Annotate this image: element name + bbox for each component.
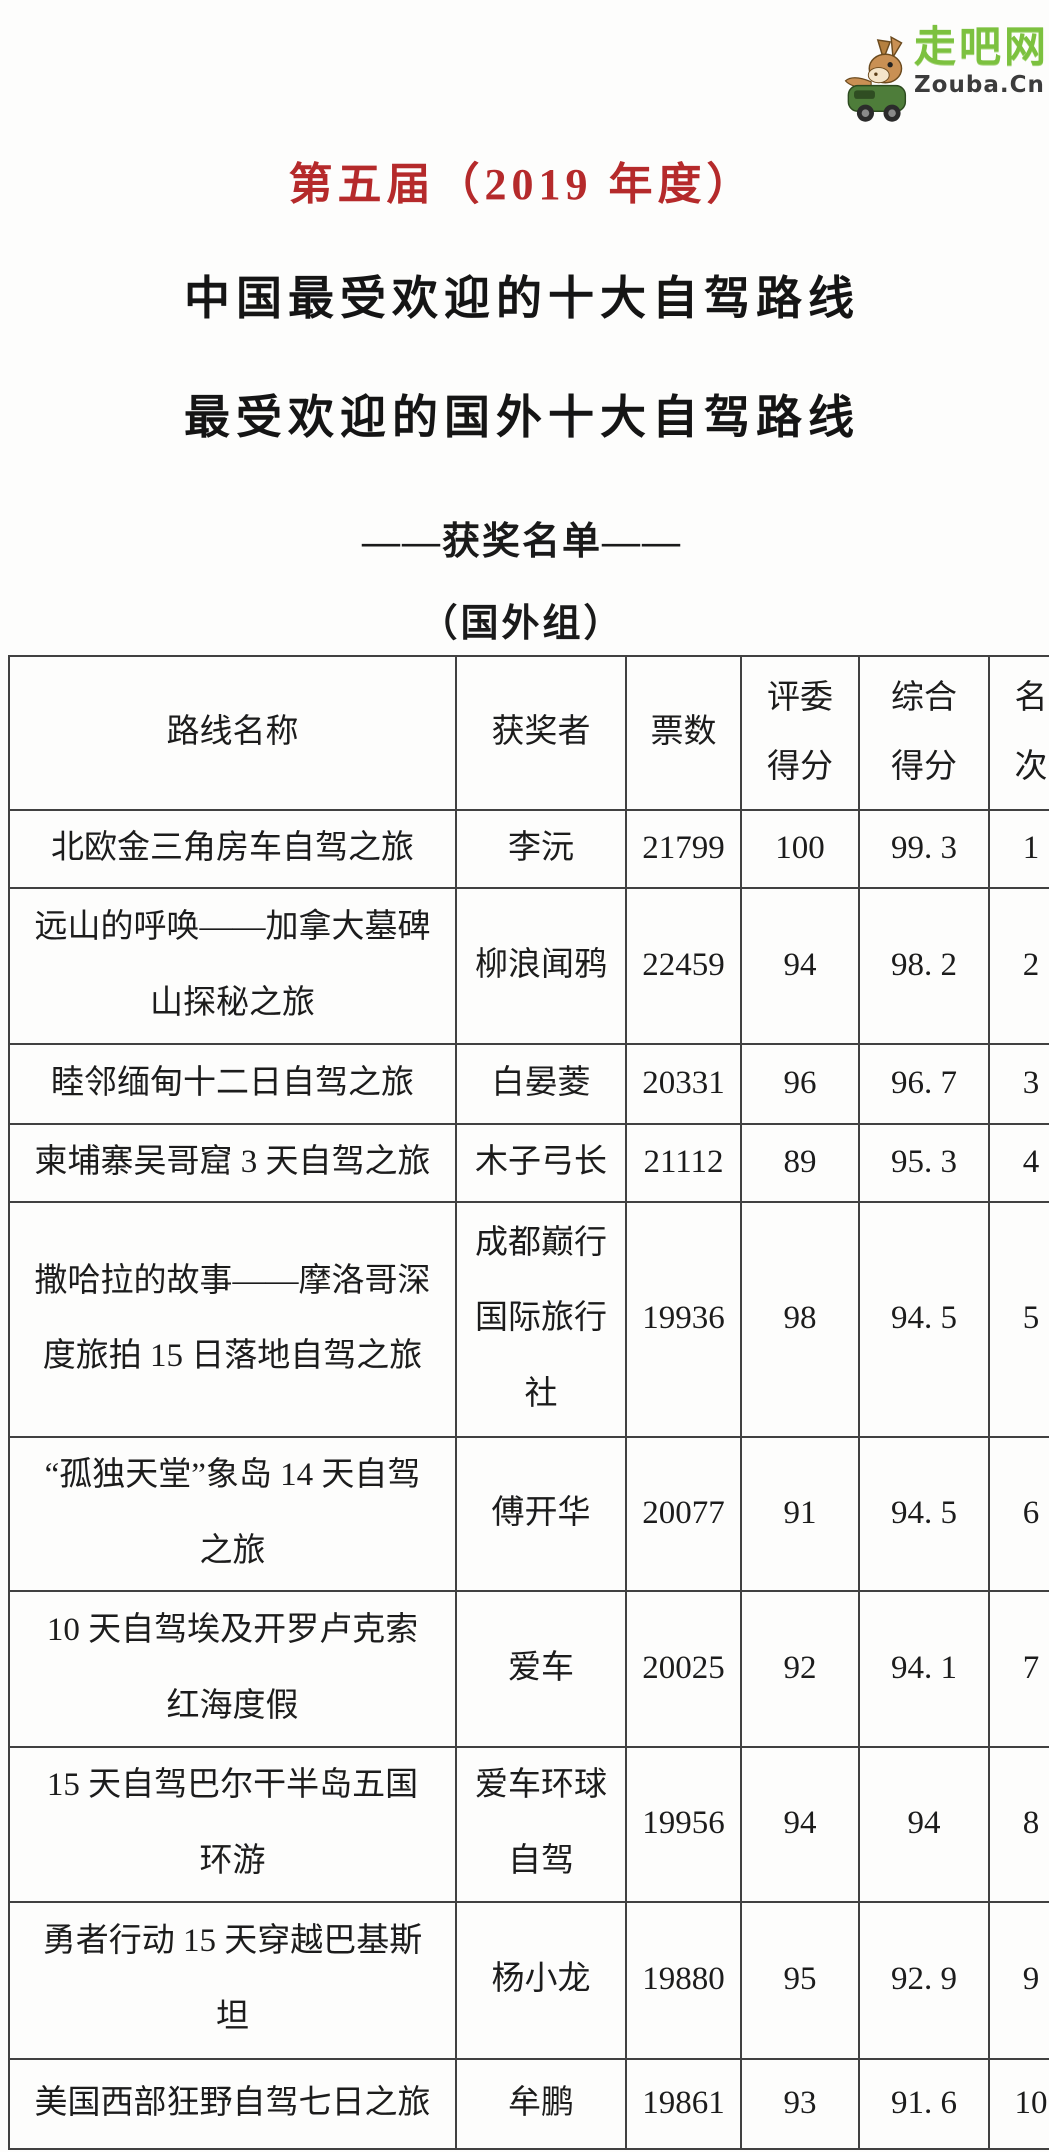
column-header-winner: 获奖者 <box>455 655 627 811</box>
award-list-subtitle: ——获奖名单—— <box>361 521 682 563</box>
winner-cell: 木子弓长 <box>455 1123 627 1203</box>
rank-cell: 5 <box>988 1200 1049 1438</box>
route-cell: “孤独天堂”象岛 14 天自驾之旅 <box>8 1435 457 1592</box>
votes-cell: 20025 <box>625 1589 742 1748</box>
winner-cell: 爱车 <box>455 1589 627 1748</box>
rank-cell: 7 <box>988 1589 1049 1748</box>
rank-cell: 9 <box>988 1900 1049 2060</box>
award-table: 路线名称 获奖者 票数 评委得分 综合得分 名次 北欧金三角房车自驾之旅 李沅 … <box>8 655 1049 2150</box>
rank-cell: 10 <box>988 2057 1049 2150</box>
table-row: 10 天自驾埃及开罗卢克索红海度假 爱车 20025 92 94. 1 7 <box>8 1589 1049 1748</box>
judge-score-cell: 93 <box>740 2057 860 2150</box>
column-header-composite-score: 综合得分 <box>858 655 990 811</box>
edition-title: 第五届（2019 年度） <box>288 160 756 209</box>
column-header-judge-score: 评委得分 <box>740 655 860 811</box>
table-row: “孤独天堂”象岛 14 天自驾之旅 傅开华 20077 91 94. 5 6 <box>8 1435 1049 1592</box>
column-header-votes: 票数 <box>625 655 742 811</box>
judge-score-cell: 92 <box>740 1589 860 1748</box>
table-row: 15 天自驾巴尔干半岛五国环游 爱车环球自驾 19956 94 94 8 <box>8 1745 1049 1903</box>
votes-cell: 21112 <box>625 1123 742 1203</box>
page-title-domestic: 中国最受欢迎的十大自驾路线 <box>184 273 860 324</box>
rank-cell: 2 <box>988 887 1049 1045</box>
winner-cell: 成都巅行国际旅行社 <box>455 1200 627 1438</box>
rank-cell: 4 <box>988 1123 1049 1203</box>
logo-site-url: Zouba.Cn <box>914 72 1045 99</box>
table-row: 睦邻缅甸十二日自驾之旅 白晏菱 20331 96 96. 7 3 <box>8 1043 1049 1125</box>
winner-cell: 傅开华 <box>455 1435 627 1592</box>
group-label: （国外组） <box>419 603 625 645</box>
votes-cell: 20331 <box>625 1043 742 1125</box>
judge-score-cell: 100 <box>740 809 860 889</box>
table-row: 远山的呼唤——加拿大墓碑山探秘之旅 柳浪闻鸦 22459 94 98. 2 2 <box>8 887 1049 1045</box>
winner-cell: 杨小龙 <box>455 1900 627 2060</box>
page-title-foreign: 最受欢迎的国外十大自驾路线 <box>184 392 860 443</box>
table-row: 美国西部狂野自驾七日之旅 牟鹏 19861 93 91. 6 10 <box>8 2057 1049 2150</box>
route-cell: 10 天自驾埃及开罗卢克索红海度假 <box>8 1589 457 1748</box>
column-header-route: 路线名称 <box>8 655 457 811</box>
route-cell: 勇者行动 15 天穿越巴基斯坦 <box>8 1900 457 2060</box>
composite-score-cell: 98. 2 <box>858 887 990 1045</box>
logo-site-name: 走吧网 <box>914 22 1049 71</box>
composite-score-cell: 94 <box>858 1745 990 1903</box>
judge-score-cell: 96 <box>740 1043 860 1125</box>
route-cell: 远山的呼唤——加拿大墓碑山探秘之旅 <box>8 887 457 1045</box>
rank-cell: 3 <box>988 1043 1049 1125</box>
votes-cell: 20077 <box>625 1435 742 1592</box>
composite-score-cell: 94. 1 <box>858 1589 990 1748</box>
winner-cell: 李沅 <box>455 809 627 889</box>
winner-cell: 牟鹏 <box>455 2057 627 2150</box>
winner-cell: 柳浪闻鸦 <box>455 887 627 1045</box>
route-cell: 柬埔寨吴哥窟 3 天自驾之旅 <box>8 1123 457 1203</box>
table-row: 柬埔寨吴哥窟 3 天自驾之旅 木子弓长 21112 89 95. 3 4 <box>8 1123 1049 1203</box>
composite-score-cell: 96. 7 <box>858 1043 990 1125</box>
votes-cell: 19861 <box>625 2057 742 2150</box>
votes-cell: 21799 <box>625 809 742 889</box>
table-row: 勇者行动 15 天穿越巴基斯坦 杨小龙 19880 95 92. 9 9 <box>8 1900 1049 2060</box>
table-row: 撒哈拉的故事——摩洛哥深度旅拍 15 日落地自驾之旅 成都巅行国际旅行社 199… <box>8 1200 1049 1438</box>
composite-score-cell: 94. 5 <box>858 1435 990 1592</box>
rank-cell: 8 <box>988 1745 1049 1903</box>
route-cell: 美国西部狂野自驾七日之旅 <box>8 2057 457 2150</box>
rank-cell: 6 <box>988 1435 1049 1592</box>
judge-score-cell: 98 <box>740 1200 860 1438</box>
composite-score-cell: 92. 9 <box>858 1900 990 2060</box>
zouba-logo: 走吧网 Zouba.Cn 说走就走 <box>836 22 1049 131</box>
donkey-car-icon <box>836 30 912 131</box>
header-row: 路线名称 获奖者 票数 评委得分 综合得分 名次 <box>8 655 1049 811</box>
judge-score-cell: 94 <box>740 887 860 1045</box>
votes-cell: 22459 <box>625 887 742 1045</box>
composite-score-cell: 91. 6 <box>858 2057 990 2150</box>
winner-cell: 白晏菱 <box>455 1043 627 1125</box>
rank-cell: 1 <box>988 809 1049 889</box>
judge-score-cell: 94 <box>740 1745 860 1903</box>
judge-score-cell: 89 <box>740 1123 860 1203</box>
route-cell: 15 天自驾巴尔干半岛五国环游 <box>8 1745 457 1903</box>
votes-cell: 19956 <box>625 1745 742 1903</box>
winner-cell: 爱车环球自驾 <box>455 1745 627 1903</box>
judge-score-cell: 91 <box>740 1435 860 1592</box>
route-cell: 北欧金三角房车自驾之旅 <box>8 809 457 889</box>
route-cell: 睦邻缅甸十二日自驾之旅 <box>8 1043 457 1125</box>
votes-cell: 19880 <box>625 1900 742 2060</box>
column-header-rank: 名次 <box>988 655 1049 811</box>
table-row: 北欧金三角房车自驾之旅 李沅 21799 100 99. 3 1 <box>8 809 1049 889</box>
composite-score-cell: 94. 5 <box>858 1200 990 1438</box>
route-cell: 撒哈拉的故事——摩洛哥深度旅拍 15 日落地自驾之旅 <box>8 1200 457 1438</box>
votes-cell: 19936 <box>625 1200 742 1438</box>
judge-score-cell: 95 <box>740 1900 860 2060</box>
composite-score-cell: 95. 3 <box>858 1123 990 1203</box>
composite-score-cell: 99. 3 <box>858 809 990 889</box>
